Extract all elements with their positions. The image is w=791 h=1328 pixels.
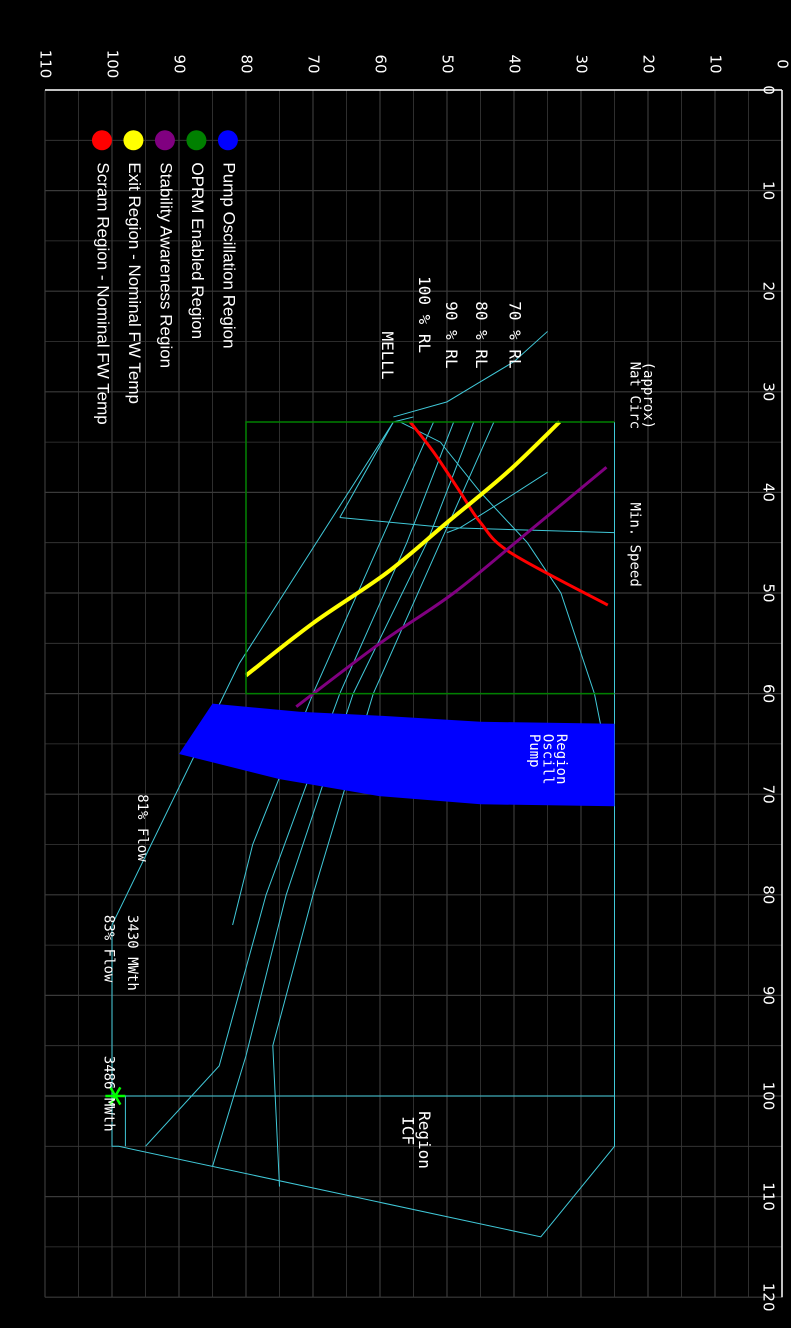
x-tick-label: 110	[760, 1182, 778, 1211]
min-speed-line	[446, 471, 548, 534]
x-tick-label: 20	[760, 282, 778, 301]
nat-circ-label: Nat Circ	[627, 362, 643, 429]
min-speed-label: Min. Speed	[627, 502, 643, 586]
x-tick-label: 80	[760, 885, 778, 904]
legend-swatch	[154, 130, 175, 151]
y-tick-label: 60	[372, 54, 390, 73]
rl70-label: 70 % RL	[506, 301, 525, 368]
mwth3430-label: 3430 MWth	[124, 915, 140, 991]
legend-label: Scram Region - Nominal FW Temp	[93, 162, 112, 424]
x-tick-label: 40	[760, 483, 778, 502]
x-tick-label: 0	[760, 85, 778, 95]
rl90-label: 90 % RL	[442, 301, 461, 368]
legend-swatch	[217, 130, 238, 151]
flow-81-line	[232, 421, 435, 926]
nat-circ-line	[393, 331, 548, 418]
rl-line-a	[145, 421, 455, 1147]
legend-swatch	[91, 130, 112, 151]
legend-label: Exit Region - Nominal FW Temp	[125, 162, 144, 404]
y-tick-label: 100	[104, 50, 122, 79]
y-tick-label: 30	[573, 54, 591, 73]
scram-line	[408, 421, 609, 607]
mwth3486-label: 3486 MWth	[101, 1056, 117, 1132]
flow81-label: 81% Flow	[134, 794, 150, 862]
y-tick-label: 10	[707, 54, 725, 73]
legend-label: OPRM Enabled Region	[188, 162, 207, 339]
x-tick-label: 120	[760, 1283, 778, 1312]
nat-circ-approx-label: (approx)	[640, 362, 656, 429]
icf-region-label: Region	[415, 1111, 434, 1169]
x-tick-label: 50	[760, 583, 778, 602]
operating-envelope-line	[111, 416, 615, 1238]
rl-line-b	[212, 421, 475, 1167]
y-tick-label: 70	[305, 54, 323, 73]
exit-line	[244, 420, 561, 678]
x-tick-label: 100	[760, 1082, 778, 1111]
operating-point-marker	[105, 1086, 126, 1106]
data-series	[105, 420, 615, 1106]
marker-stroke	[109, 1086, 122, 1106]
y-tick-label: 110	[37, 50, 55, 79]
x-tick-label: 60	[760, 684, 778, 703]
x-tick-label: 10	[760, 181, 778, 200]
rl100-label: 100 % RL	[415, 276, 434, 353]
melll-top-line	[339, 421, 394, 518]
oprm-region-line	[245, 421, 615, 695]
icf-label: ICF	[398, 1116, 417, 1145]
legend-label: Pump Oscillation Region	[219, 162, 238, 348]
legend-swatch	[123, 130, 144, 151]
rl-line-c	[272, 421, 495, 1187]
chart-legend: Scram Region - Nominal FW Temp Exit Regio…	[91, 130, 238, 425]
x-tick-label: 30	[760, 382, 778, 401]
y-tick-label: 50	[439, 54, 457, 73]
rl80-label: 80 % RL	[472, 301, 491, 368]
pump-label-1: Pump	[526, 734, 542, 768]
legend-swatch	[186, 130, 207, 151]
y-tick-label: 40	[506, 54, 524, 73]
chart-annotations: MELLL 100 % RL 90 % RL 80 % RL 70 % RL Nat Ci…	[101, 276, 656, 1169]
y-tick-label: 80	[238, 54, 256, 73]
flow83-label: 83% Flow	[101, 915, 117, 983]
y-tick-label: 90	[171, 54, 189, 73]
pump-label-3: Region	[553, 734, 569, 785]
x-tick-label: 90	[760, 986, 778, 1005]
axis-ticks: 0 10 20 30 40 50 60 70 80 90 100 110 120 0 10 20 30 40 50 6…	[37, 50, 791, 1312]
pump-label-2: Oscill	[540, 734, 556, 785]
pump-oscillation-region	[179, 703, 615, 807]
stability-line	[295, 466, 608, 708]
y-tick-label: 20	[640, 54, 658, 73]
melll-label: MELLL	[378, 331, 397, 379]
y-tick-label: 0	[774, 59, 791, 69]
legend-label: Stability Awareness Region	[156, 162, 175, 368]
x-tick-label: 70	[760, 785, 778, 804]
